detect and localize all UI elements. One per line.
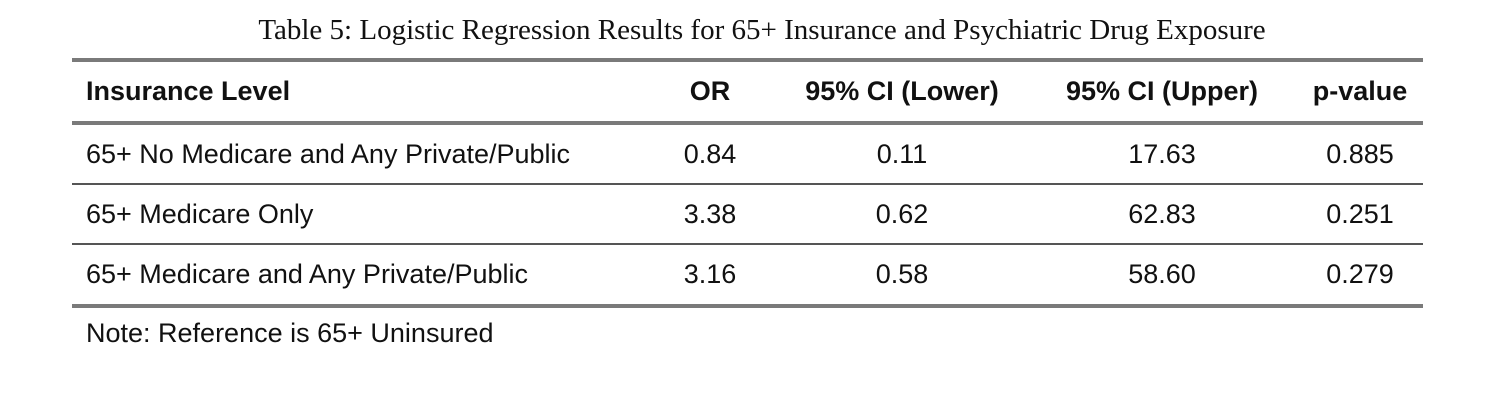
top-rule (72, 58, 1423, 62)
header-ci-lower: 95% CI (Lower) (805, 76, 999, 106)
cell-ci-upper: 17.63 (1128, 139, 1196, 169)
cell-ci-lower: 0.62 (875, 199, 929, 229)
row-divider (72, 243, 1423, 245)
header-insurance-level: Insurance Level (86, 76, 291, 106)
header-ci-upper: 95% CI (Upper) (1065, 76, 1259, 106)
header-rule (72, 121, 1423, 125)
cell-or: 3.16 (683, 259, 737, 289)
cell-p-value: 0.279 (1326, 259, 1394, 289)
cell-or: 3.38 (683, 199, 737, 229)
cell-ci-upper: 62.83 (1128, 199, 1196, 229)
cell-p-value: 0.885 (1326, 139, 1394, 169)
table-note: Note: Reference is 65+ Uninsured (86, 318, 494, 348)
table-row: 65+ Medicare Only 3.38 0.62 62.83 0.251 (72, 185, 1423, 243)
cell-ci-lower: 0.58 (875, 259, 929, 289)
table-row: 65+ No Medicare and Any Private/Public 0… (72, 125, 1423, 183)
cell-insurance-level: 65+ Medicare Only (86, 199, 314, 229)
bottom-rule (72, 304, 1423, 308)
cell-p-value: 0.251 (1326, 199, 1394, 229)
table-row: 65+ Medicare and Any Private/Public 3.16… (72, 245, 1423, 303)
cell-ci-lower: 0.11 (876, 139, 928, 169)
cell-or: 0.84 (683, 139, 737, 169)
cell-ci-upper: 58.60 (1128, 259, 1196, 289)
cell-insurance-level: 65+ Medicare and Any Private/Public (86, 259, 529, 289)
table-caption: Table 5: Logistic Regression Results for… (258, 14, 1266, 46)
header-p-value: p-value (1312, 76, 1408, 106)
cell-insurance-level: 65+ No Medicare and Any Private/Public (86, 139, 571, 169)
header-or: OR (689, 76, 731, 106)
table-header-row: Insurance Level OR 95% CI (Lower) 95% CI… (72, 62, 1423, 120)
row-divider (72, 183, 1423, 185)
